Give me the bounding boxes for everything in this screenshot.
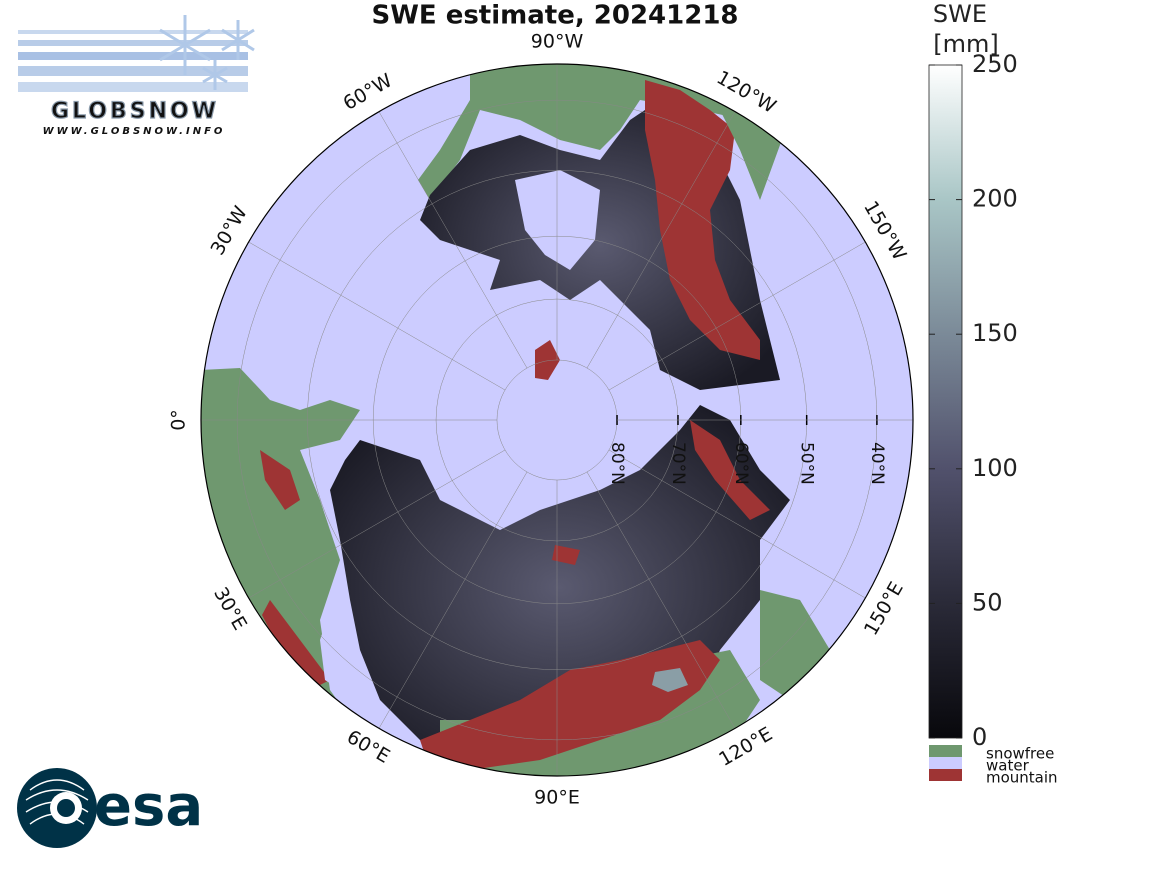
asia-mountains [420,640,720,770]
meridian-label: 90°E [534,787,580,809]
esa-logo: esa [17,768,203,848]
scandinavia-mountains [260,450,300,510]
legend-label: snowfree [986,745,1054,763]
globsnow-logo: GLOBSNOW WWW.GLOBSNOW.INFO [18,15,255,137]
parallel-label: 40°N [867,442,887,485]
rockies [645,80,760,360]
parallel-label: 60°N [731,442,751,485]
colorbar-tick-label: 150 [972,319,1018,347]
meridian [248,449,506,599]
legend-swatch [929,745,962,757]
greenland-coast [535,340,560,380]
colorbar-tick-label: 250 [972,50,1018,78]
meridian [608,449,866,599]
meridian [608,241,866,391]
caspian [320,610,345,690]
legend-label: mountain [986,769,1058,787]
colorbar-title: SWE [933,0,987,28]
colorbar-unit: [mm] [933,30,998,58]
map: 80°N70°N60°N50°N40°N90°W120°W150°W180°15… [168,31,947,809]
colorbar-tick-label: 200 [972,185,1018,213]
map-frame [200,63,914,777]
parallel-label: 50°N [797,442,817,485]
colorbar: SWE [mm] 0 50 100 150 200 250 snowfreewatermou… [928,0,1058,787]
legend-swatch [929,757,962,769]
meridian [378,471,528,729]
parallel-label: 80°N [607,442,627,485]
colorbar-tick-label: 100 [972,454,1018,482]
globsnow-text: GLOBSNOW [51,99,219,124]
meridian [586,111,736,369]
globsnow-url: WWW.GLOBSNOW.INFO [43,126,226,137]
meridian-label: 0° [168,409,190,431]
greenland [515,170,600,270]
legend-label: water [986,757,1030,775]
legend-swatch [929,769,962,781]
colorbar-tick-label: 50 [972,588,1003,616]
colorbar-scale [928,64,963,739]
lake [652,668,688,692]
esa-text: esa [94,774,203,839]
parallel-label: 70°N [668,442,688,485]
ural-mountains [552,545,580,565]
west-mountains [262,600,330,690]
meridian [586,471,736,729]
far-east-snowfree [760,590,830,700]
meridian-label: 90°W [531,31,584,53]
colorbar-tick-label: 0 [972,723,987,751]
title: SWE estimate, 20241218 [371,1,738,31]
meridian [248,241,506,391]
meridian [378,111,528,369]
siberia-mountains [690,420,770,520]
